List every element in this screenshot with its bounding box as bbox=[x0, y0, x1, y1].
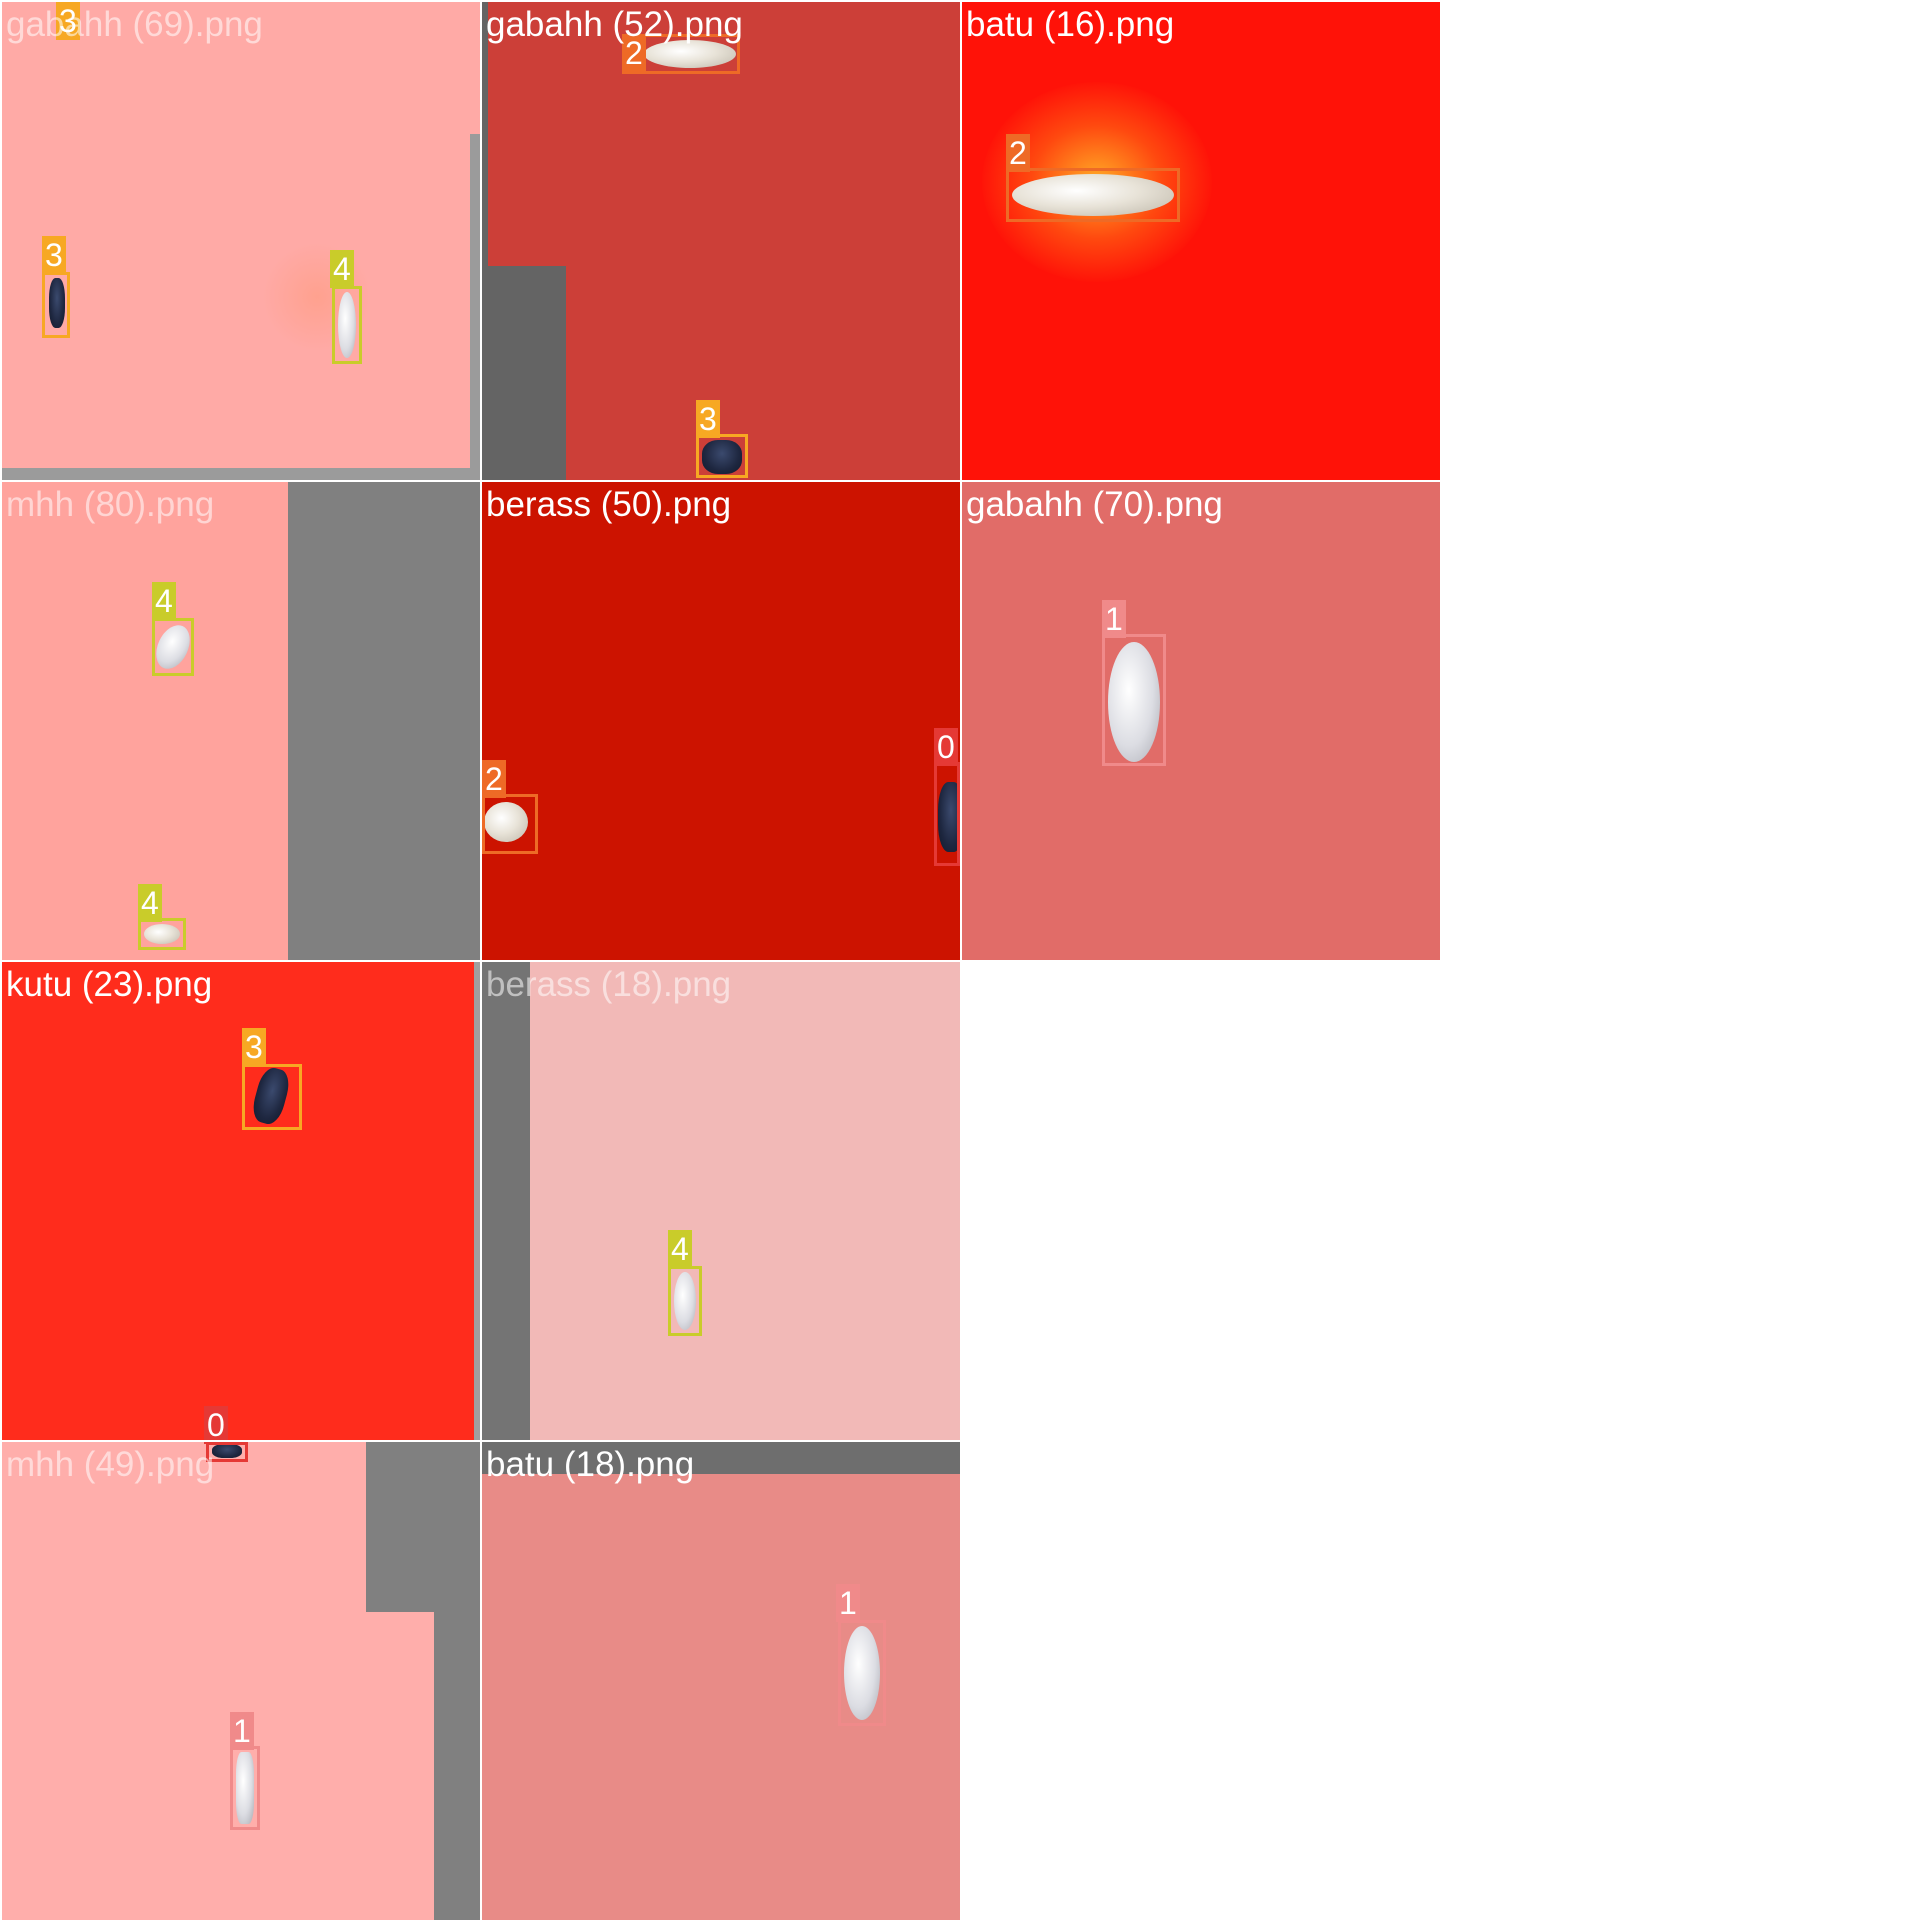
tile-mhh-80: mhh (80).png 4 4 bbox=[2, 482, 480, 960]
detection-label: 4 bbox=[152, 582, 176, 620]
grain-object bbox=[1108, 642, 1160, 762]
tile-title: kutu (23).png bbox=[6, 965, 213, 1004]
detection-label: 3 bbox=[42, 236, 66, 274]
grain-object bbox=[1012, 174, 1174, 216]
padding-region bbox=[482, 962, 530, 1440]
detection-box bbox=[1102, 634, 1166, 766]
detection-label: 3 bbox=[242, 1028, 266, 1066]
tile-gabahh-69: gabahh (69).png 3 3 4 bbox=[2, 2, 480, 480]
grain-object bbox=[144, 924, 180, 944]
grain-object bbox=[844, 1626, 880, 1720]
detection-label: 0 bbox=[204, 1442, 228, 1444]
detection-label: 2 bbox=[1006, 134, 1030, 172]
tile-title: berass (18).png bbox=[486, 965, 732, 1004]
tile-title: mhh (49).png bbox=[6, 1445, 215, 1484]
tile-title: gabahh (69).png bbox=[6, 5, 263, 44]
detection-label: 0 bbox=[934, 728, 958, 766]
tile-title: batu (16).png bbox=[966, 5, 1175, 44]
detection-label: 4 bbox=[330, 250, 354, 288]
detection-box bbox=[1006, 168, 1180, 222]
detection-box bbox=[696, 434, 748, 478]
detection-box bbox=[838, 1620, 886, 1726]
insect-object bbox=[49, 278, 65, 328]
grain-object bbox=[644, 40, 736, 68]
detection-box bbox=[42, 272, 70, 338]
detection-box bbox=[934, 762, 960, 866]
detection-box bbox=[242, 1064, 302, 1130]
tile-mhh-49: 0 mhh (49).png 1 bbox=[2, 1442, 480, 1920]
tile-title: mhh (80).png bbox=[6, 485, 215, 524]
grain-object bbox=[236, 1752, 254, 1824]
detection-label: 3 bbox=[56, 2, 80, 40]
detection-label: 4 bbox=[138, 884, 162, 922]
tile-gabahh-52: gabahh (52).png 2 3 bbox=[482, 2, 960, 480]
padding-region bbox=[482, 266, 566, 480]
tile-title: gabahh (52).png bbox=[486, 5, 743, 44]
detection-label: 2 bbox=[482, 760, 506, 798]
insect-object bbox=[702, 440, 742, 474]
detection-label: 4 bbox=[668, 1230, 692, 1268]
tile-gabahh-70: gabahh (70).png 1 bbox=[962, 482, 1440, 960]
padding-region bbox=[366, 1442, 480, 1612]
detection-label: 2 bbox=[622, 34, 646, 72]
padding-region bbox=[2, 468, 480, 480]
padding-region bbox=[288, 482, 480, 960]
padding-region bbox=[470, 134, 480, 480]
tile-title: batu (18).png bbox=[486, 1445, 695, 1484]
tile-batu-16: batu (16).png 2 bbox=[962, 2, 1440, 480]
detection-box bbox=[482, 794, 538, 854]
grain-object bbox=[674, 1272, 696, 1330]
detection-box bbox=[152, 618, 194, 676]
tile-kutu-23: kutu (23).png 3 0 bbox=[2, 962, 480, 1440]
padding-region bbox=[434, 1612, 480, 1920]
tile-berass-18: berass (18).png 4 bbox=[482, 962, 960, 1440]
stone-object bbox=[212, 1444, 242, 1458]
padding-region bbox=[474, 962, 480, 1440]
tile-title: gabahh (70).png bbox=[966, 485, 1223, 524]
padding-region bbox=[482, 2, 488, 266]
grain-object bbox=[484, 802, 528, 842]
detection-box bbox=[668, 1266, 702, 1336]
stone-object bbox=[938, 782, 960, 852]
tile-berass-50: berass (50).png 2 0 bbox=[482, 482, 960, 960]
detection-label: 0 bbox=[204, 1406, 228, 1440]
detection-label: 1 bbox=[1102, 600, 1126, 638]
tile-batu-18: batu (18).png 1 bbox=[482, 1442, 960, 1920]
tile-title: berass (50).png bbox=[486, 485, 732, 524]
detection-box bbox=[332, 286, 362, 364]
detection-box bbox=[230, 1746, 260, 1830]
detection-label: 1 bbox=[230, 1712, 254, 1750]
padding-region bbox=[482, 1442, 960, 1474]
grain-object bbox=[338, 292, 356, 358]
detection-label: 1 bbox=[836, 1584, 860, 1622]
detection-label: 3 bbox=[696, 400, 720, 438]
detection-box bbox=[138, 918, 186, 950]
